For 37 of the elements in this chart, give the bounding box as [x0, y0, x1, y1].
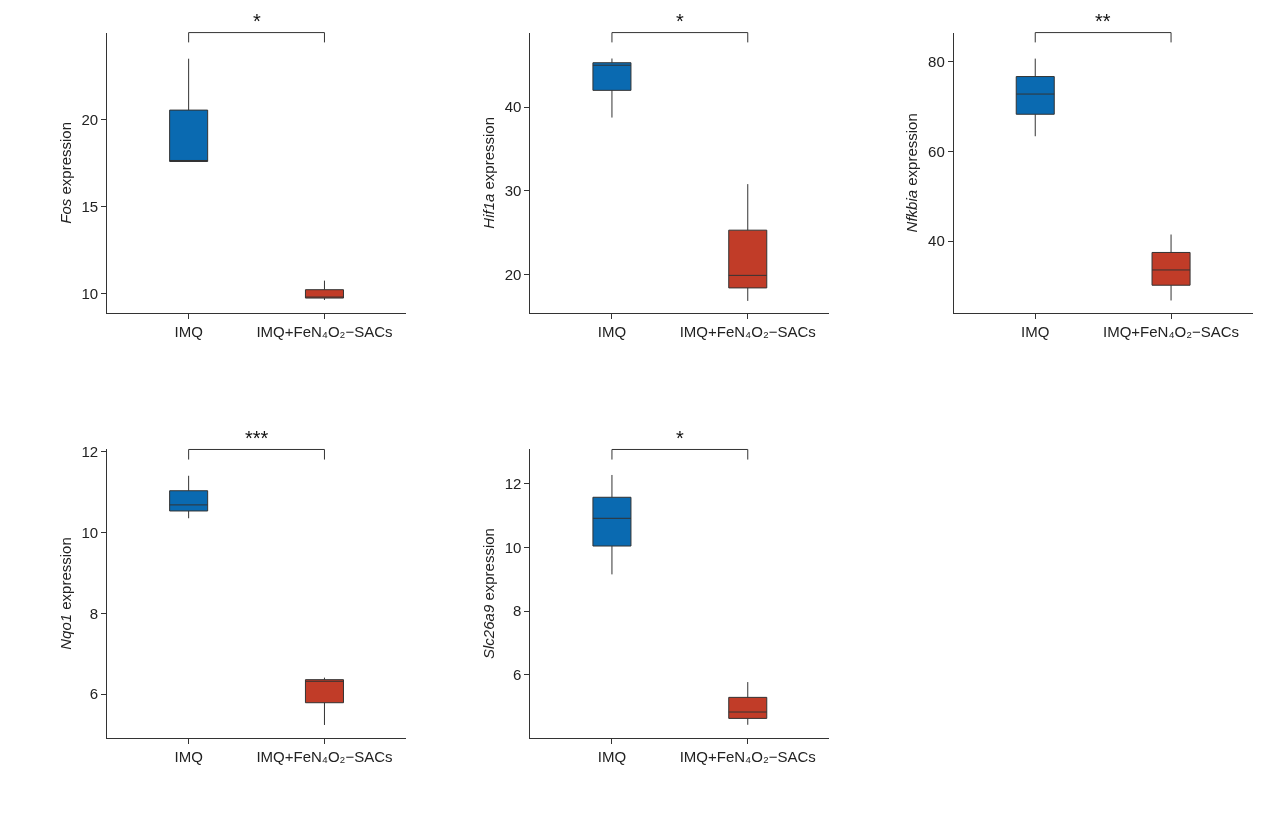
x-tick-label: IMQ+FeN₄O₂−SACs [256, 747, 393, 765]
y-tick-label: 10 [504, 538, 522, 556]
x-tick-label: IMQ+FeN₄O₂−SACs [679, 323, 816, 341]
y-tick-label: 10 [81, 285, 99, 303]
text: ** [1095, 10, 1111, 32]
y-tick-label: 8 [513, 602, 522, 620]
y-tick-label: 30 [504, 182, 522, 200]
y-tick-label: 20 [504, 265, 522, 283]
y-tick-label: 12 [81, 442, 99, 460]
text: *** [245, 427, 269, 449]
x-tick-label: IMQ [597, 323, 627, 341]
x-tick-label: IMQ [174, 323, 203, 341]
x-tick-label: IMQ [597, 747, 627, 765]
text: * [676, 427, 684, 449]
y-tick-label: 8 [89, 604, 99, 622]
text: * [253, 10, 261, 32]
x-tick-label: IMQ+FeN₄O₂−SACs [679, 747, 816, 765]
x-tick-label: IMQ+FeN₄O₂−SACs [256, 323, 393, 341]
y-tick-label: 6 [513, 666, 522, 683]
y-tick-label: 60 [928, 142, 945, 160]
text: * [676, 10, 684, 32]
x-tick-label: IMQ [174, 747, 203, 765]
x-tick-label: IMQ [1021, 323, 1050, 341]
y-tick-label: 15 [81, 198, 99, 216]
y-axis-title: Slc26a9 expression [480, 528, 498, 659]
y-tick-label: 12 [504, 474, 522, 492]
y-tick-label: 80 [928, 53, 945, 70]
y-tick-label: 40 [504, 98, 522, 116]
x-tick-label: IMQ+FeN₄O₂−SACs [1102, 323, 1240, 341]
y-axis-title: Nfkbia expression [903, 113, 921, 233]
y-tick-label: 6 [89, 685, 99, 703]
y-tick-label: 40 [928, 232, 945, 250]
y-axis-title: Fos expression [56, 121, 74, 224]
y-axis-title: Hif1a expression [480, 116, 498, 229]
y-axis-title: Nqo1 expression [56, 537, 74, 650]
y-tick-label: 20 [81, 110, 99, 128]
y-tick-label: 10 [81, 523, 99, 541]
